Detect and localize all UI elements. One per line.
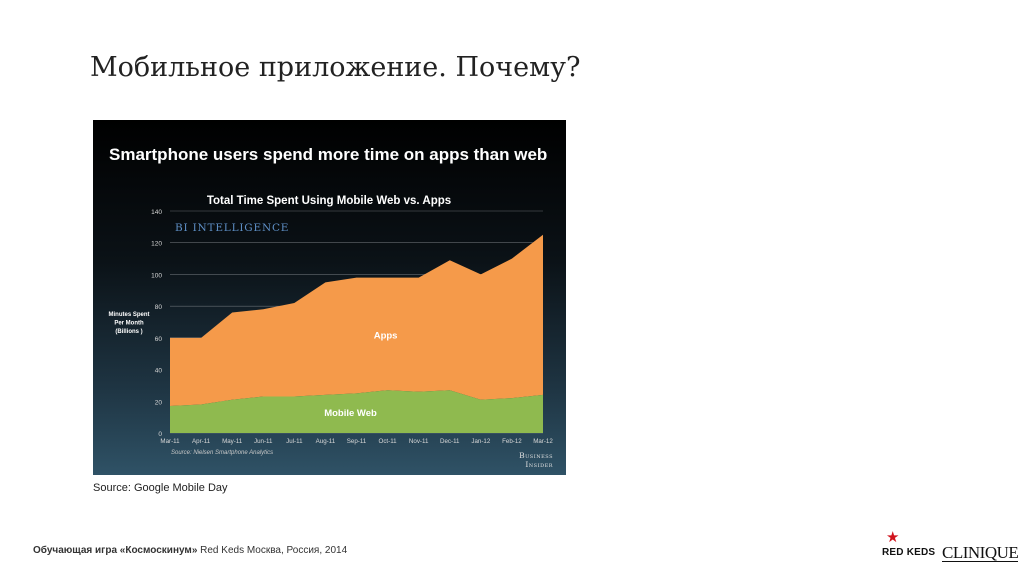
slide-title: Мобильное приложение. Почему? [90, 52, 581, 83]
chart-title: Total Time Spent Using Mobile Web vs. Ap… [207, 195, 451, 207]
x-tick-label: Jan-12 [471, 438, 490, 445]
x-tick-label: Sep-11 [347, 438, 367, 445]
red-star-icon: ★ [886, 529, 900, 546]
y-tick-label: 0 [158, 431, 162, 438]
y-tick-label: 20 [155, 399, 163, 406]
redkeds-logo: ★ RED KEDS [882, 530, 936, 560]
y-axis-label: (Billions ) [115, 329, 142, 335]
y-axis-label: Per Month [114, 321, 144, 327]
clinique-logo: CLINIQUE [942, 543, 1019, 562]
x-tick-label: Dec-11 [440, 438, 460, 445]
y-tick-label: 140 [151, 209, 162, 216]
footer-game-name: Обучающая игра «Космоскинум» [33, 545, 198, 556]
y-tick-label: 40 [155, 368, 163, 375]
x-tick-label: Jul-11 [286, 438, 303, 445]
source-caption: Source: Google Mobile Day [93, 482, 228, 494]
y-axis-label: Minutes Spent [108, 312, 149, 318]
bi-intelligence-watermark: BI INTELLIGENCE [175, 222, 289, 234]
redkeds-logo-text: RED KEDS [882, 547, 936, 558]
y-tick-label: 100 [151, 272, 162, 279]
apps-area [170, 234, 543, 406]
x-tick-label: Nov-11 [409, 438, 429, 445]
x-tick-label: May-11 [222, 438, 243, 445]
series-label-mobile-web: Mobile Web [324, 408, 377, 419]
x-tick-label: Feb-12 [502, 438, 522, 445]
y-tick-label: 120 [151, 241, 162, 248]
mobile-web-area [170, 390, 543, 433]
business-insider-brand: Insider [525, 460, 553, 469]
footer-text: Обучающая игра «Космоскинум» Red Keds Мо… [33, 545, 347, 556]
x-tick-label: Mar-12 [533, 438, 553, 445]
x-tick-label: Jun-11 [254, 438, 273, 445]
chart-headline: Smartphone users spend more time on apps… [109, 145, 547, 164]
x-tick-label: Oct-11 [379, 438, 398, 445]
chart-panel: Smartphone users spend more time on apps… [93, 120, 566, 475]
x-tick-label: Mar-11 [160, 438, 180, 445]
y-tick-label: 80 [155, 304, 163, 311]
x-tick-label: Apr-11 [192, 438, 211, 445]
footer-org: Red Keds Москва, Россия, 2014 [197, 545, 348, 556]
chart-source-note: Source: Nielsen Smartphone Analytics [171, 450, 273, 456]
y-tick-label: 60 [155, 336, 163, 343]
area-chart: Smartphone users spend more time on apps… [108, 145, 553, 469]
x-tick-label: Aug-11 [316, 438, 336, 445]
business-insider-brand: Business [519, 451, 553, 460]
series-label-apps: Apps [374, 331, 398, 342]
